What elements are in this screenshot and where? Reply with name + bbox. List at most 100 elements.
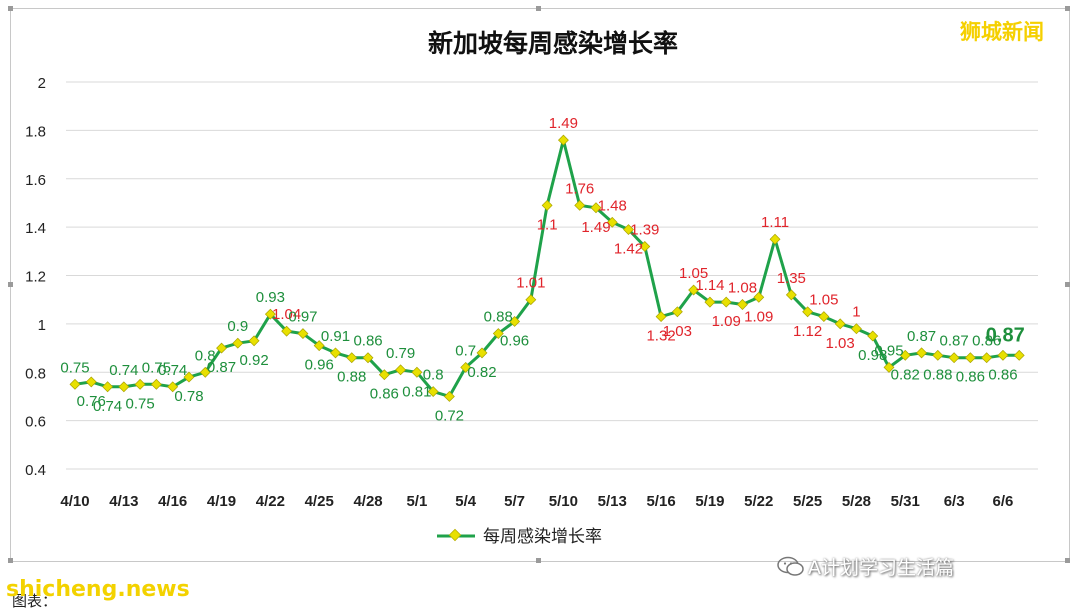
data-label: 0.87 — [986, 324, 1025, 346]
x-tick-label: 5/4 — [455, 493, 477, 510]
data-label: 0.74 — [158, 362, 187, 379]
x-tick-label: 5/25 — [793, 493, 822, 510]
x-tick-label: 4/28 — [353, 493, 382, 510]
data-label: 0.81 — [402, 383, 431, 400]
data-label: 1.35 — [777, 270, 806, 287]
chart-frame — [10, 8, 1070, 562]
frame-handle — [536, 558, 541, 563]
site-watermark: shicheng.news — [6, 577, 190, 602]
x-tick-label: 6/3 — [944, 493, 965, 510]
data-label: 1.09 — [712, 313, 741, 330]
x-tick-label: 4/19 — [207, 493, 236, 510]
data-label: 0.93 — [256, 289, 285, 306]
data-label: 1.09 — [744, 308, 773, 325]
data-point — [346, 352, 358, 364]
x-tick-label: 5/28 — [842, 493, 871, 510]
data-point — [883, 361, 895, 373]
x-tick-label: 4/22 — [256, 493, 285, 510]
chart-title: 新加坡每周感染增长率 — [428, 29, 678, 58]
legend: 每周感染增长率 — [437, 527, 602, 547]
data-point — [411, 366, 423, 378]
data-point — [378, 369, 390, 381]
data-label: 0.95 — [874, 342, 903, 359]
data-label: 0.86 — [956, 369, 985, 386]
data-point — [753, 291, 765, 303]
data-point — [443, 391, 455, 402]
data-point — [704, 296, 716, 308]
data-label: 1.1 — [537, 216, 558, 233]
data-point — [541, 199, 553, 211]
x-tick-label: 5/7 — [504, 493, 525, 510]
legend-label: 每周感染增长率 — [483, 527, 602, 547]
data-point — [964, 352, 976, 364]
x-tick-label: 5/16 — [646, 493, 675, 510]
data-label: 0.88 — [923, 366, 952, 383]
data-point — [557, 134, 569, 146]
data-point — [785, 289, 797, 301]
x-tick-label: 5/31 — [891, 493, 920, 510]
data-point — [639, 241, 651, 252]
data-label: 0.75 — [142, 359, 171, 376]
data-label: 1.03 — [826, 335, 855, 352]
data-point — [671, 306, 683, 318]
y-tick-label: 0.8 — [25, 365, 46, 382]
data-label: 0.72 — [435, 407, 464, 424]
data-label: 0.82 — [891, 366, 920, 383]
data-label: 1.05 — [809, 292, 838, 309]
wechat-icon — [777, 556, 804, 576]
data-point — [118, 381, 130, 393]
data-point — [248, 335, 260, 347]
data-label: 0.88 — [337, 369, 366, 386]
data-point — [525, 294, 537, 306]
x-tick-label: 4/25 — [305, 493, 334, 510]
data-point — [769, 233, 781, 245]
data-label: 1 — [852, 304, 860, 321]
x-tick-label: 4/10 — [60, 493, 89, 510]
y-tick-label: 2 — [38, 75, 46, 92]
data-point — [720, 296, 732, 308]
data-label: 0.97 — [288, 309, 317, 326]
x-tick-label: 5/19 — [695, 493, 724, 510]
y-tick-label: 1 — [38, 317, 46, 334]
frame-handle — [536, 6, 541, 11]
data-label: 0.87 — [940, 333, 969, 350]
data-label: 0.91 — [321, 328, 350, 345]
data-point — [330, 347, 341, 359]
y-axis-ticks: 0.4 0.6 0.8 1 1.2 1.4 1.6 1.8 2 — [25, 75, 46, 479]
data-label: 0.87 — [207, 359, 236, 376]
data-point — [281, 325, 293, 337]
data-label: 1.01 — [516, 275, 545, 292]
data-label: 0.86 — [988, 366, 1017, 383]
data-label: 1.12 — [793, 323, 822, 340]
data-point — [867, 330, 879, 342]
data-label: 0.87 — [907, 328, 936, 345]
data-label: 1.42 — [614, 241, 643, 258]
legend-marker-swatch — [448, 528, 462, 542]
data-point — [460, 361, 472, 373]
data-label: 0.86 — [370, 386, 399, 403]
data-label: 1.49 — [549, 115, 578, 132]
data-point — [85, 376, 97, 388]
data-point — [948, 352, 960, 364]
data-label: 0.8 — [195, 347, 216, 364]
data-label: 0.75 — [60, 359, 89, 376]
data-point — [509, 315, 521, 327]
data-point — [232, 337, 244, 349]
x-tick-label: 5/13 — [598, 493, 627, 510]
data-point — [134, 378, 146, 390]
data-point — [183, 371, 195, 383]
x-tick-label: 5/10 — [549, 493, 578, 510]
frame-handle — [8, 558, 13, 563]
data-point — [981, 352, 993, 364]
data-label: 0.79 — [386, 345, 415, 362]
grid-lines — [66, 81, 1038, 470]
data-point — [997, 349, 1009, 361]
data-point — [476, 347, 488, 359]
brand-watermark: 狮城新闻 — [960, 20, 1044, 44]
data-labels: 0.750.760.740.740.750.750.740.780.80.870… — [60, 115, 1024, 424]
x-tick-label: 5/1 — [406, 493, 427, 510]
data-point — [655, 311, 667, 323]
data-point — [688, 284, 700, 296]
data-label: 1.03 — [663, 323, 692, 340]
